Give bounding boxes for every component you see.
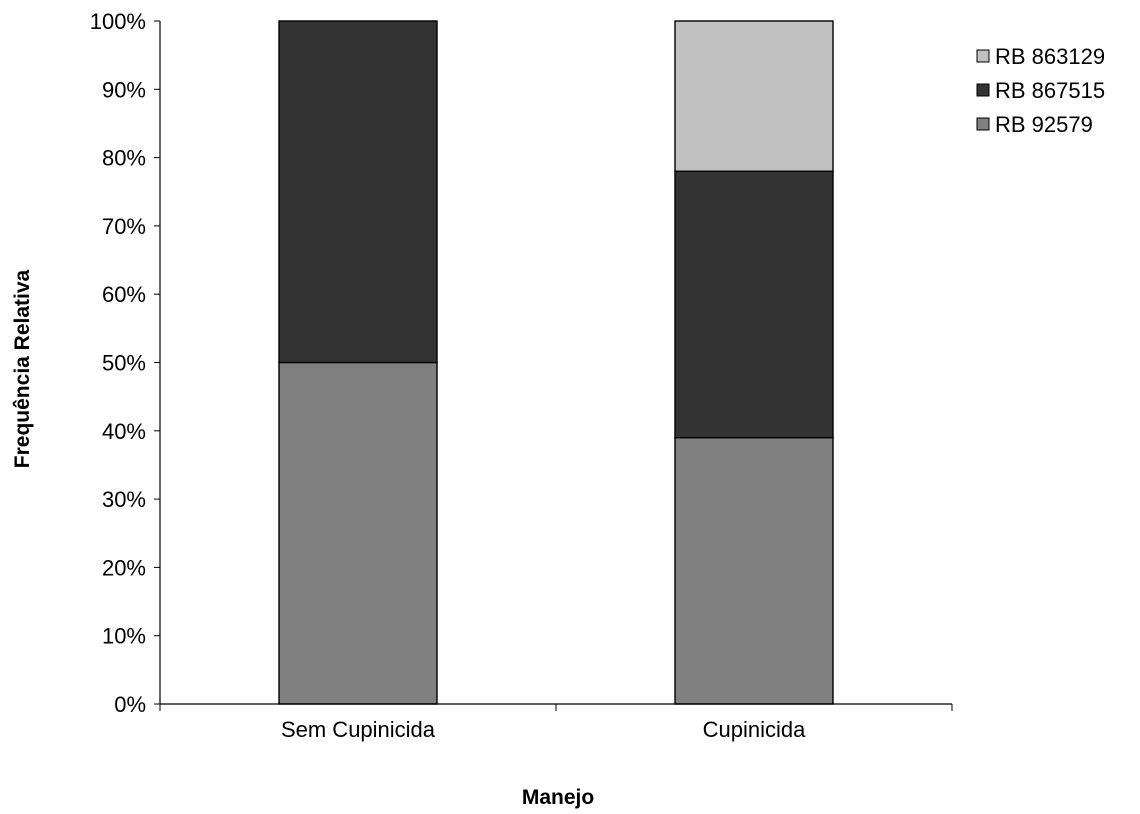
bar-segment — [278, 361, 438, 705]
y-tick-label: 80% — [102, 146, 146, 171]
legend-swatch — [976, 117, 990, 131]
y-axis-ticks: 0% 10% 20% 30% 40% 50% 60% 70% 80% 90% 100% — [90, 9, 160, 717]
y-tick-label: 90% — [102, 77, 146, 102]
y-tick-label: 20% — [102, 555, 146, 580]
y-axis-title: Frequência Relativa — [11, 269, 34, 468]
legend-swatch — [976, 49, 990, 63]
bar-segment — [674, 170, 834, 439]
y-tick-label: 10% — [102, 624, 146, 649]
y-tick-label: 30% — [102, 487, 146, 512]
y-tick-label: 50% — [102, 351, 146, 376]
y-tick-label: 70% — [102, 214, 146, 239]
legend-label: RB 92579 — [995, 112, 1093, 137]
x-tick-label: Cupinicida — [703, 717, 806, 742]
legend-swatch — [976, 83, 990, 97]
bar-segment — [674, 436, 834, 705]
bar-segment — [674, 20, 834, 172]
x-axis-ticks: Sem Cupinicida Cupinicida — [159, 704, 953, 742]
legend: RB 863129 RB 867515 RB 92579 — [976, 44, 1105, 137]
bars — [278, 20, 834, 705]
bar-segment — [278, 20, 438, 364]
x-tick-label: Sem Cupinicida — [281, 717, 436, 742]
legend-label: RB 867515 — [995, 78, 1105, 103]
y-tick-label: 60% — [102, 282, 146, 307]
y-tick-label: 100% — [90, 9, 146, 34]
x-axis-title: Manejo — [522, 786, 594, 809]
legend-label: RB 863129 — [995, 44, 1105, 69]
y-tick-label: 40% — [102, 419, 146, 444]
y-tick-label: 0% — [114, 692, 146, 717]
